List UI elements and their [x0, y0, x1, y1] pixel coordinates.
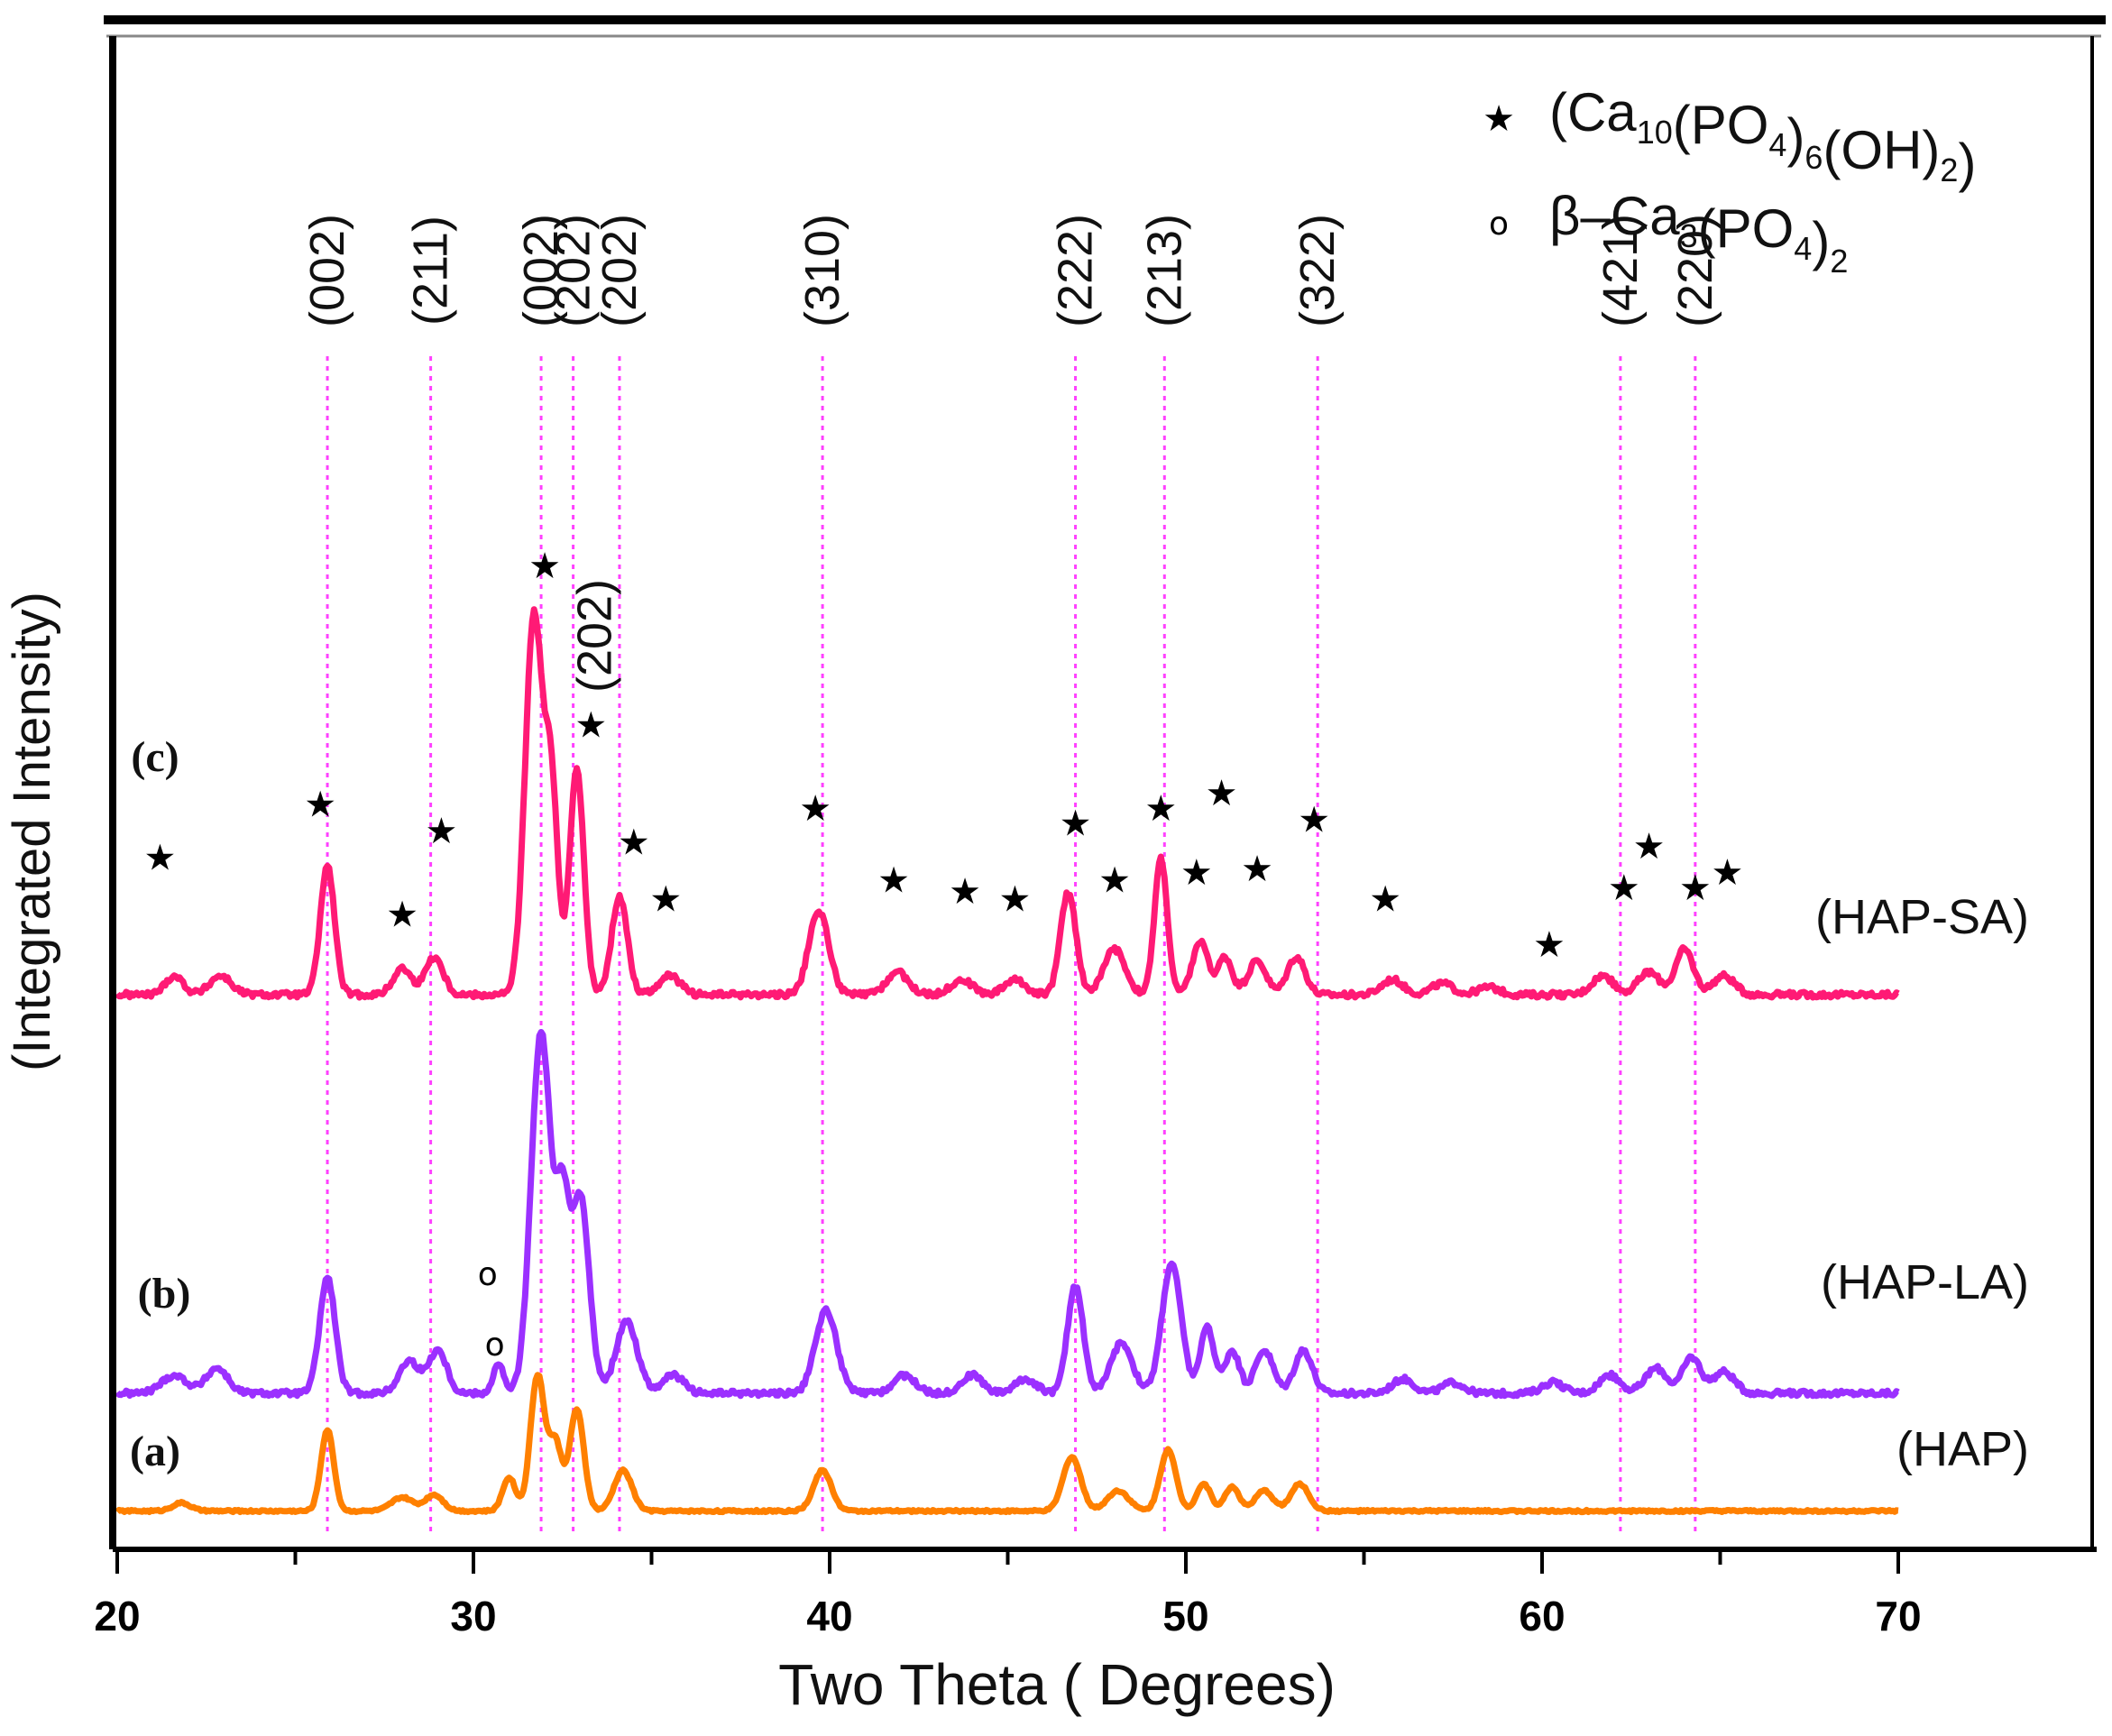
star-marker: ★	[877, 860, 910, 902]
hkl-label: (002)	[514, 214, 568, 327]
star-marker: ★	[1608, 868, 1640, 909]
x-tick-label: 30	[450, 1593, 496, 1640]
star-marker: ★	[143, 837, 176, 878]
star-marker: ★	[1533, 924, 1566, 966]
hkl-label: (322)	[1290, 214, 1345, 327]
circle-marker: o	[478, 1256, 498, 1293]
star-marker: ★	[1679, 868, 1712, 909]
star-marker: ★	[1206, 773, 1238, 814]
legend-subscript: 2	[1940, 152, 1958, 188]
series-line	[115, 606, 1900, 1001]
star-marker: ★	[1144, 788, 1177, 830]
legend-subscript: 3	[1680, 217, 1698, 254]
x-axis-label: Two Theta ( Degrees)	[778, 1652, 1336, 1717]
series-label: (HAP-SA)	[1815, 890, 2029, 944]
hkl-label: (220)	[1668, 214, 1722, 327]
x-tick-label: 70	[1875, 1593, 1921, 1640]
star-marker: ★	[1633, 826, 1666, 868]
legend-entry-text: β–Ca3(PO4)2	[1549, 186, 1848, 280]
star-marker: ★	[304, 785, 336, 826]
legend-subscript: 4	[1768, 126, 1786, 163]
hkl-label: (222)	[1049, 214, 1103, 327]
star-marker: ★	[799, 788, 831, 830]
x-tick-label: 60	[1519, 1593, 1565, 1640]
legend-text-part: β–Ca	[1549, 186, 1680, 246]
legend-subscript: 10	[1637, 114, 1673, 151]
series-label: (HAP-LA)	[1821, 1255, 2029, 1309]
panel-letter: (c)	[131, 733, 179, 781]
x-tick-label: 20	[94, 1593, 140, 1640]
star-marker: ★	[1711, 852, 1743, 894]
star-marker: ★	[649, 879, 682, 921]
star-marker: ★	[618, 822, 650, 864]
hkl-label: (211)	[404, 216, 458, 326]
marker-layer: ★★★★★★★★★★ ★ ★★★★★★★★★★★★★ ★oo	[143, 546, 1743, 1364]
hkl-label: (421)	[1593, 214, 1648, 327]
star-marker: ★	[528, 546, 561, 587]
legend-subscript: 2	[1830, 243, 1848, 280]
legend-star-symbol: ★	[1483, 98, 1515, 140]
star-marker: ★	[574, 704, 607, 746]
plot-frame	[104, 15, 2106, 1552]
star-marker: ★	[426, 811, 458, 852]
star-marker: ★	[1098, 860, 1131, 902]
star-marker: ★	[1241, 849, 1273, 890]
legend-text-part: (Ca	[1549, 82, 1637, 142]
star-marker: ★	[386, 894, 418, 935]
hkl-label: (202)	[568, 579, 622, 693]
hkl-label: (202)	[546, 214, 601, 327]
series-line	[115, 1372, 1900, 1516]
legend-entry-text: (Ca10(PO4)6(OH)2)	[1549, 82, 1976, 193]
star-marker: ★	[1298, 799, 1330, 840]
legend-text-part: (PO	[1698, 198, 1795, 259]
y-axis-label: (Integrated Intensity)	[3, 592, 61, 1071]
legend-text-part: )	[1812, 211, 1830, 271]
panel-letter: (a)	[130, 1428, 180, 1475]
legend-text-part: )	[1958, 133, 1976, 193]
x-tick-label: 50	[1162, 1593, 1208, 1640]
legend-subscript: 6	[1804, 139, 1823, 176]
x-tick-label: 40	[806, 1593, 852, 1640]
legend-text-part: )	[1786, 107, 1804, 168]
hkl-label: (202)	[592, 214, 647, 327]
star-marker: ★	[998, 879, 1031, 921]
star-marker: ★	[1060, 804, 1092, 845]
star-marker: ★	[1369, 879, 1401, 921]
hkl-label: (002)	[300, 214, 354, 327]
x-axis-ticks: 20 30 40 50 60 70	[94, 1549, 1922, 1640]
series-label: (HAP)	[1896, 1422, 2029, 1476]
legend-subscript: 4	[1794, 230, 1812, 267]
hkl-label: (310)	[795, 214, 849, 327]
legend-circle-symbol: o	[1489, 206, 1509, 243]
circle-marker: o	[485, 1327, 505, 1364]
series-line	[115, 1029, 1900, 1400]
star-marker: ★	[1180, 852, 1213, 894]
legend-text-part: (OH)	[1823, 120, 1940, 180]
panel-letter: (b)	[138, 1270, 191, 1318]
hkl-label: (213)	[1137, 214, 1191, 327]
star-marker: ★	[949, 871, 981, 913]
legend-text-part: (PO	[1673, 95, 1769, 155]
series-layer: (HAP) (a) (HAP-LA) (b) (HAP-SA) (c)	[115, 606, 2029, 1516]
legend: ★ (Ca10(PO4)6(OH)2)o β–Ca3(PO4)2	[1483, 82, 1976, 280]
